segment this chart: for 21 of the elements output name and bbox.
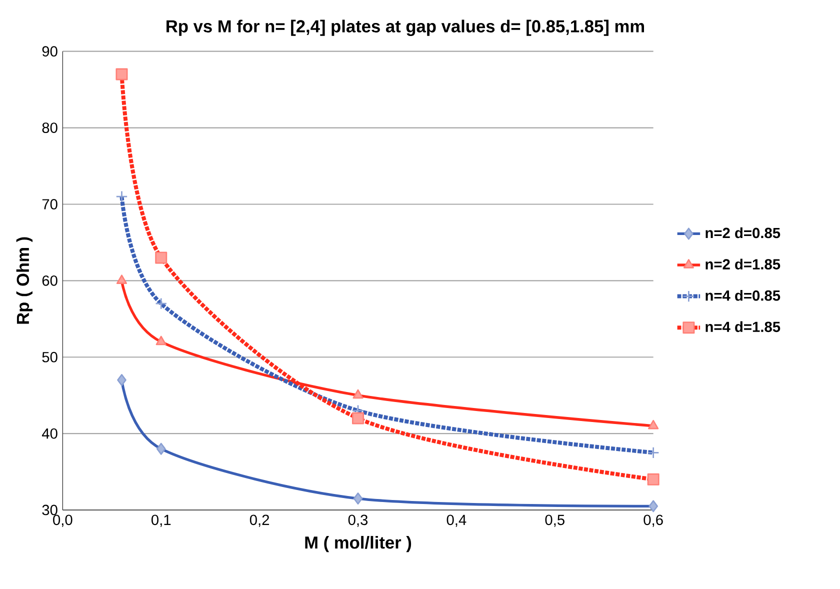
legend-label: n=4 d=0.85 xyxy=(706,290,780,301)
y-tick-label: 30 xyxy=(42,504,58,516)
x-tick-label: 0,5 xyxy=(545,514,564,527)
chart-title: Rp vs M for n= [2,4] plates at gap values d= [0.85,1.85] mm xyxy=(166,20,644,36)
legend-label: n=2 d=0.85 xyxy=(706,227,780,238)
y-tick-label: 70 xyxy=(42,199,58,210)
y-axis-title: Rp ( Ohm ) xyxy=(16,237,32,324)
x-tick-label: 0,6 xyxy=(644,514,663,527)
legend-label: n=4 d=1.85 xyxy=(706,321,780,332)
y-tick-label: 80 xyxy=(42,122,58,133)
y-tick-label: 40 xyxy=(42,428,58,439)
legend-label: n=2 d=1.85 xyxy=(706,258,780,270)
x-tick-label: 0,3 xyxy=(348,514,368,527)
x-tick-label: 0,0 xyxy=(53,514,72,527)
y-tick-label: 60 xyxy=(42,275,58,286)
x-tick-label: 0,2 xyxy=(250,514,270,527)
x-tick-label: 0,4 xyxy=(446,514,466,527)
x-axis-title: M ( mol/liter ) xyxy=(305,536,412,552)
y-tick-label: 50 xyxy=(42,352,58,362)
y-tick-label: 90 xyxy=(42,46,58,57)
x-tick-label: 0,1 xyxy=(151,514,171,527)
